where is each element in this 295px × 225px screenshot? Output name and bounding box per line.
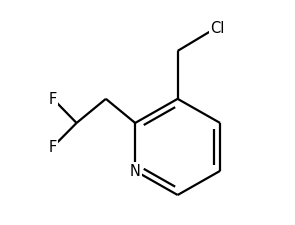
Text: F: F bbox=[49, 140, 57, 155]
Text: Cl: Cl bbox=[210, 20, 224, 35]
Text: F: F bbox=[49, 92, 57, 107]
Text: N: N bbox=[130, 164, 141, 179]
